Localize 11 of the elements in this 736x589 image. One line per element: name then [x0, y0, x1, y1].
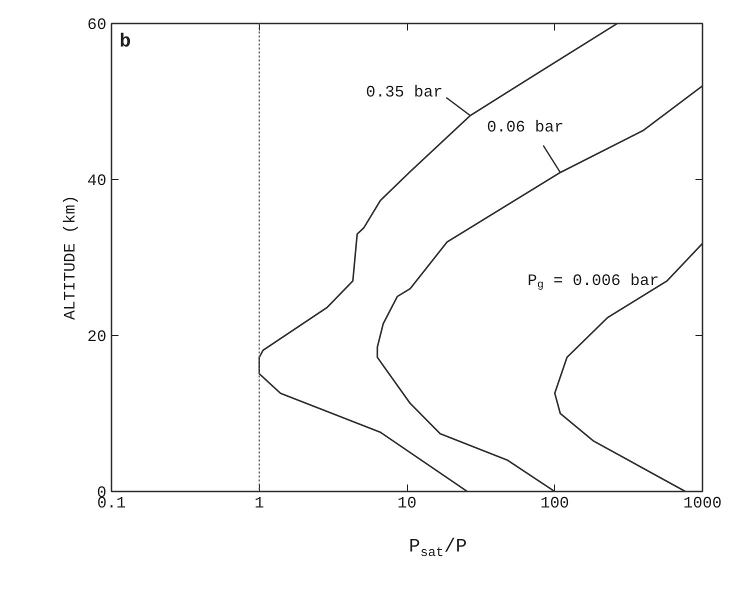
x-tick-label: 1000 [683, 494, 722, 512]
annotation: 0.35 bar [366, 84, 443, 102]
annotation: b [120, 30, 131, 52]
annotation: 0.06 bar [486, 118, 564, 136]
x-tick-label: 10 [397, 494, 417, 512]
y-tick-label: 40 [87, 172, 106, 190]
y-tick-label: 20 [87, 328, 106, 346]
x-tick-label: 100 [540, 494, 570, 512]
y-axis-title: ALTITUDE (km) [61, 195, 80, 320]
y-tick-label: 60 [87, 16, 106, 34]
x-tick-label: 1 [254, 494, 264, 512]
